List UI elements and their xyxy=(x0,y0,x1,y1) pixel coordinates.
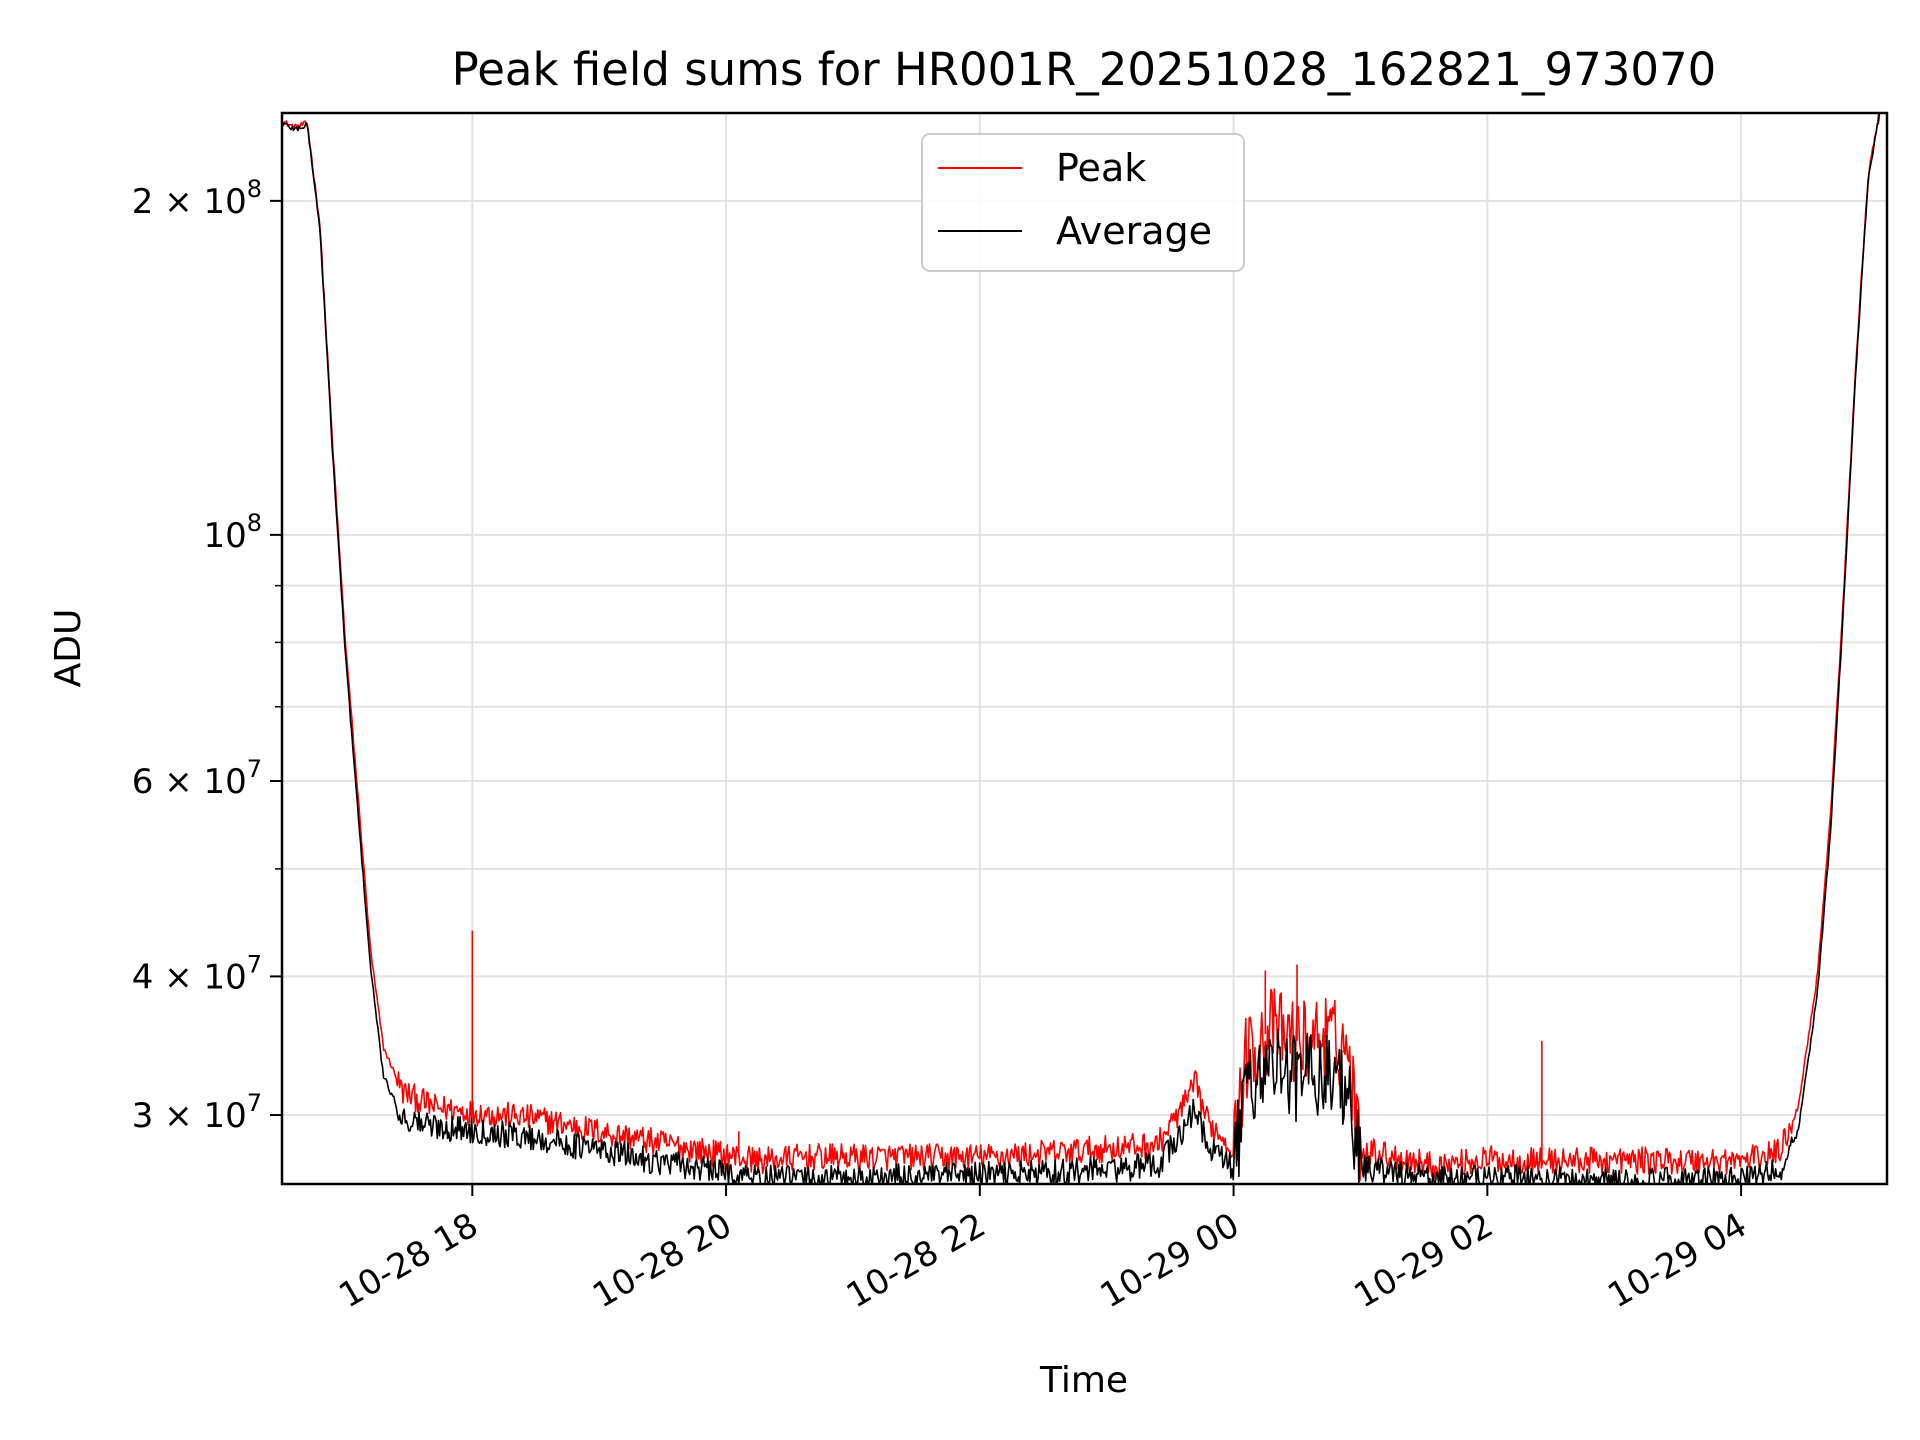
series-line-average xyxy=(281,112,1881,1185)
legend-label-peak: Peak xyxy=(1056,146,1146,190)
x-axis-label: Time xyxy=(1039,1360,1128,1401)
y-axis-label: ADU xyxy=(48,609,89,688)
plot-area-frame xyxy=(280,111,1889,1186)
chart-title: Peak field sums for HR001R_20251028_1628… xyxy=(452,43,1717,96)
y-tick-label: 108 xyxy=(203,509,262,556)
series-layer xyxy=(281,112,1881,1185)
legend: Peak Average xyxy=(921,133,1245,272)
y-axis-ticks: 3 × 107 4 × 107 6 × 107 108 2 × 108 xyxy=(132,175,282,1136)
y-tick-label: 3 × 107 xyxy=(132,1089,262,1136)
legend-label-average: Average xyxy=(1056,209,1212,253)
y-tick-label: 6 × 107 xyxy=(132,755,262,802)
series-line-peak xyxy=(281,112,1881,1182)
y-tick-label: 4 × 107 xyxy=(132,950,262,997)
y-tick-label: 2 × 108 xyxy=(132,175,262,222)
